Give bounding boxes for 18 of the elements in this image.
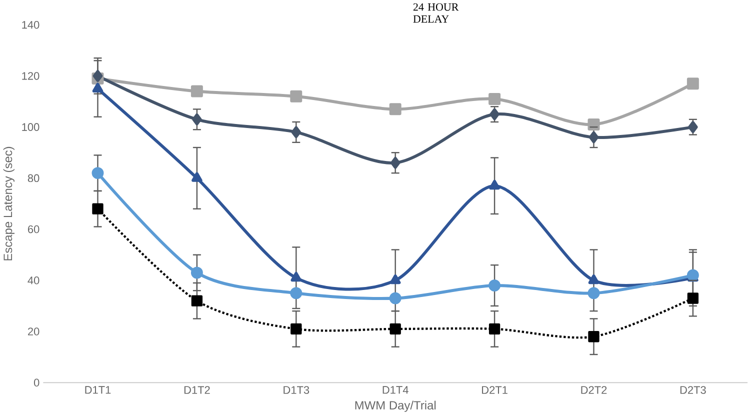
y-tick-label: 120 [22, 72, 40, 80]
y-tick-label: 20 [28, 328, 40, 336]
x-tick-label: D2T1 [482, 386, 508, 394]
x-tick-label: D1T4 [382, 386, 408, 394]
x-tick-label: D1T2 [184, 386, 210, 394]
y-tick-label: 0 [34, 378, 40, 386]
y-tick-label: 100 [22, 123, 40, 131]
x-tick-label: D1T1 [85, 386, 111, 394]
y-axis-title: Escape Latency (sec) [3, 146, 14, 260]
x-tick-label: D1T3 [284, 386, 310, 394]
text: 24 HOUR DELAY [413, 3, 459, 22]
y-tick-label: 60 [28, 225, 40, 234]
y-tick-label: 40 [28, 276, 40, 284]
y-tick-label: 140 [22, 20, 40, 29]
x-tick-label: D2T2 [581, 386, 607, 394]
y-tick-label: 80 [28, 174, 40, 182]
x-axis-title: MWM Day/Trial [355, 400, 436, 412]
x-tick-label: D2T3 [680, 386, 706, 394]
